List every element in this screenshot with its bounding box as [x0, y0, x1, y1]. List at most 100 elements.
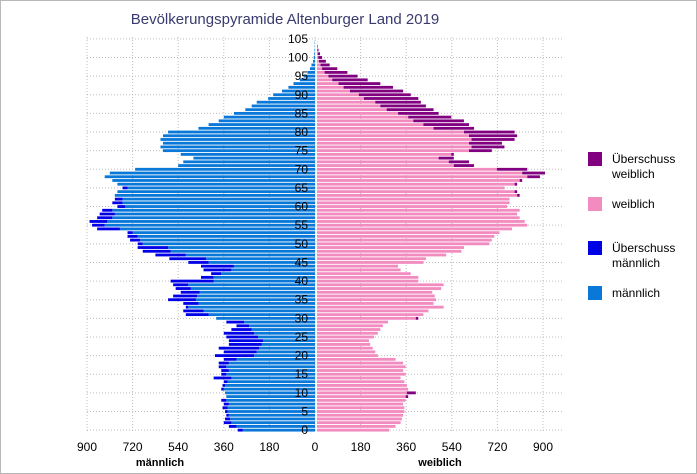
bar-ueberschuss-weiblich [522, 171, 545, 175]
bar-maennlich [231, 421, 315, 425]
bar-ueberschuss-maennlich [185, 313, 209, 317]
bar-maennlich [203, 309, 315, 313]
bar-ueberschuss-weiblich [338, 82, 381, 85]
bar-maennlich [233, 264, 315, 268]
count-tick-labels: 900 720 540 360 180 0 180 360 540 720 900 [77, 440, 553, 454]
bar-ueberschuss-maennlich [211, 272, 222, 276]
count-tick-label: 180 [259, 440, 279, 454]
bar-maennlich [236, 424, 315, 428]
bar-maennlich [125, 205, 315, 208]
bar-maennlich [132, 231, 315, 235]
bar-weiblich [317, 313, 424, 317]
bar-ueberschuss-maennlich [173, 283, 189, 287]
bar-maennlich [231, 376, 315, 380]
count-tick-label: 720 [123, 440, 143, 454]
count-tick-label: 900 [77, 440, 97, 454]
count-tick-label: 0 [312, 440, 319, 454]
bar-ueberschuss-maennlich [226, 335, 258, 339]
bar-ueberschuss-maennlich [173, 294, 198, 298]
age-tick-label: 50 [295, 237, 309, 251]
bar-weiblich [317, 365, 406, 369]
bar-weiblich [317, 190, 515, 194]
bar-weiblich [317, 89, 350, 93]
count-tick-label: 360 [214, 440, 234, 454]
count-tick-label: 360 [396, 440, 416, 454]
bar-weiblich [317, 380, 405, 384]
bar-weiblich [317, 227, 513, 231]
bar-ueberschuss-weiblich [471, 138, 515, 141]
bar-weiblich [317, 320, 388, 324]
bar-weiblich [317, 354, 378, 358]
bar-weiblich [317, 152, 452, 156]
count-tick-label: 540 [168, 440, 188, 454]
bar-weiblich [317, 387, 409, 391]
bar-ueberschuss-maennlich [142, 249, 171, 253]
bar-weiblich [317, 78, 333, 82]
bar-ueberschuss-maennlich [92, 223, 105, 227]
x-axis-label-right: weiblich [417, 457, 462, 469]
bar-maennlich [112, 216, 315, 220]
age-tick-label: 35 [295, 293, 309, 307]
bar-maennlich [227, 406, 315, 410]
bar-ueberschuss-maennlich [223, 331, 255, 335]
bar-ueberschuss-weiblich [423, 123, 469, 126]
bar-maennlich [223, 387, 315, 391]
count-tick-label: 180 [351, 440, 371, 454]
bar-weiblich [317, 417, 402, 421]
bar-maennlich [195, 298, 315, 302]
bar-maennlich [251, 104, 315, 108]
bar-maennlich [231, 268, 315, 272]
bar-ueberschuss-maennlich [137, 242, 143, 246]
bar-maennlich [198, 126, 315, 130]
bar-maennlich [163, 134, 315, 138]
age-tick-label: 25 [295, 330, 309, 344]
bar-maennlich [117, 190, 316, 194]
bar-maennlich [190, 287, 315, 290]
bar-ueberschuss-maennlich [169, 257, 207, 261]
bar-maennlich [307, 70, 315, 74]
bar-weiblich [317, 52, 318, 56]
bar-weiblich [317, 261, 424, 264]
bar-ueberschuss-maennlich [130, 238, 141, 242]
bar-weiblich [317, 70, 325, 74]
bar-ueberschuss-weiblich [317, 44, 318, 48]
bar-weiblich [317, 175, 528, 179]
bar-ueberschuss-maennlich [218, 365, 227, 369]
bar-maennlich [225, 391, 315, 395]
count-tick-label: 900 [533, 440, 553, 454]
bar-weiblich [317, 357, 396, 361]
age-tick-label: 0 [301, 423, 308, 437]
bar-ueberschuss-maennlich [168, 298, 196, 302]
bar-maennlich [109, 171, 315, 175]
bar-weiblich [317, 369, 404, 372]
bar-ueberschuss-maennlich [127, 231, 133, 235]
bar-ueberschuss-maennlich [175, 287, 191, 290]
age-tick-label: 10 [295, 386, 309, 400]
bar-weiblich [317, 376, 401, 380]
bar-weiblich [317, 272, 411, 276]
bar-weiblich [317, 424, 396, 428]
bar-weiblich [317, 302, 434, 305]
bar-ueberschuss-maennlich [223, 357, 237, 361]
bar-layer [89, 41, 545, 432]
bar-ueberschuss-maennlich [226, 413, 229, 417]
bar-weiblich [317, 413, 404, 417]
bar-ueberschuss-weiblich [363, 97, 419, 100]
bar-maennlich [273, 93, 315, 97]
age-tick-label: 5 [301, 405, 308, 419]
count-tick-label: 720 [487, 440, 507, 454]
bar-weiblich [317, 201, 510, 205]
bar-ueberschuss-weiblich [433, 126, 475, 130]
age-tick-label: 80 [295, 125, 309, 139]
bar-ueberschuss-weiblich [320, 63, 330, 67]
bar-maennlich [198, 302, 315, 305]
bar-ueberschuss-maennlich [221, 398, 227, 402]
bar-weiblich [317, 97, 364, 100]
bar-maennlich [160, 145, 315, 149]
bar-weiblich [317, 238, 492, 242]
bar-maennlich [226, 365, 315, 369]
legend-label-line: Überschuss [612, 241, 675, 255]
bar-weiblich [317, 253, 447, 257]
bar-weiblich [317, 205, 507, 208]
age-tick-label: 70 [295, 162, 309, 176]
